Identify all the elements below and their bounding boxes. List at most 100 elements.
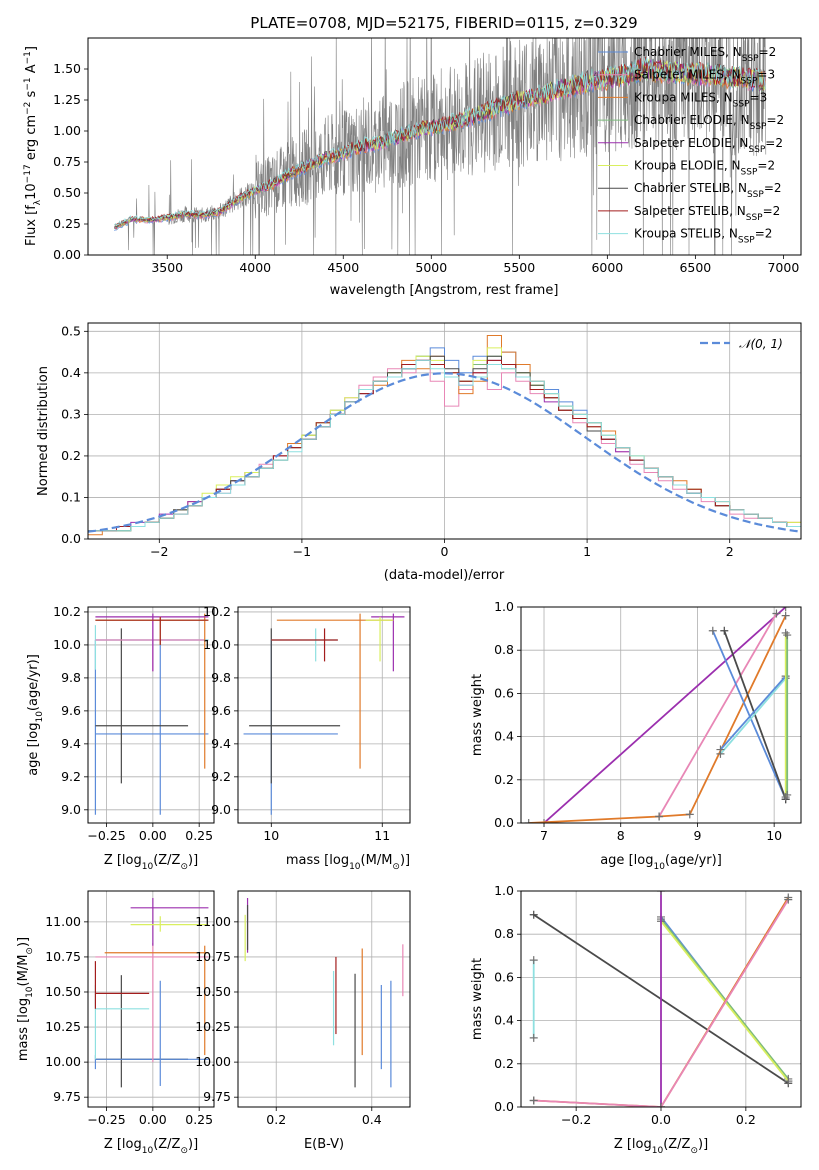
x-tick-label: 0.25 bbox=[185, 1112, 213, 1127]
panel-mass-weight-vs-age: 7 8 9 10 0.0 0.2 0.4 0.6 0.8 1.0 bbox=[494, 599, 802, 843]
legend-label-part: SSP bbox=[733, 99, 750, 109]
legend-label-part: Salpeter ELODIE, N bbox=[634, 136, 748, 150]
legend-label-part: SSP bbox=[741, 168, 758, 178]
y-tick-label: 9.2 bbox=[61, 769, 81, 784]
weight-marker bbox=[720, 626, 729, 635]
x-axis-label: E(B-V) bbox=[304, 1137, 344, 1152]
x-axis-label-part: ⊙ bbox=[180, 1146, 188, 1156]
y-axis-label-part: −2 bbox=[23, 102, 33, 115]
y-tick-label: 0.6 bbox=[494, 969, 514, 984]
y-axis-label: mass weight bbox=[470, 674, 485, 756]
axes-frame bbox=[87, 890, 215, 1108]
panel-age-vs-Z: −0.25 0.00 0.25 9.0 9.2 9.4 9.6 9.8 10.0 10.2 bbox=[53, 604, 215, 843]
axes-frame bbox=[87, 322, 802, 540]
weight-marker bbox=[655, 812, 664, 821]
y-tick-label: 0.3 bbox=[61, 406, 81, 421]
x-axis-label-part: mass [log bbox=[286, 853, 349, 868]
weight-lines bbox=[529, 891, 793, 1107]
weight-line-2 bbox=[660, 918, 790, 1080]
legend-label-part: SSP bbox=[750, 122, 767, 132]
weight-marker bbox=[783, 631, 792, 640]
y-tick-label: 9.75 bbox=[203, 1089, 231, 1104]
x-tick-label: 10 bbox=[766, 828, 782, 843]
errorbar-point bbox=[271, 628, 338, 662]
x-tick-label: 11 bbox=[374, 828, 390, 843]
legend-label-part: Kroupa MILES, N bbox=[634, 90, 733, 104]
panel-mass-vs-ebv: 0.2 0.4 9.75 10.00 10.25 10.50 10.75 11.00 bbox=[195, 890, 411, 1127]
legend-label-part: =2 bbox=[766, 113, 784, 127]
legend-label: Kroupa MILES, NSSP=3 bbox=[634, 90, 767, 109]
errorbar-point bbox=[95, 980, 209, 1086]
weight-line-2 bbox=[528, 615, 787, 823]
weight-line-6 bbox=[719, 675, 787, 751]
y-tick-label: 1.00 bbox=[53, 123, 81, 138]
y-axis-label-part: −17 bbox=[23, 164, 33, 183]
errorbar-point bbox=[130, 898, 209, 946]
x-axis-label-part: )] bbox=[400, 853, 410, 868]
legend-label-part: Salpeter MILES, N bbox=[634, 68, 741, 82]
errorbar-point bbox=[371, 613, 405, 672]
x-axis-label-part: )] bbox=[188, 853, 198, 868]
x-axis-label-part: (age/yr)] bbox=[665, 853, 722, 868]
y-tick-label: 9.0 bbox=[61, 802, 81, 817]
x-tick-label: 0.00 bbox=[139, 828, 167, 843]
axes-frame bbox=[520, 890, 802, 1108]
y-axis-label-part: 10 bbox=[25, 986, 35, 998]
x-tick-label: 4000 bbox=[239, 260, 271, 275]
legend-label-part: =2 bbox=[764, 181, 782, 195]
errorbar-point bbox=[95, 613, 207, 769]
y-axis-label-part: (age/yr)] bbox=[26, 654, 41, 711]
x-tick-label: 3500 bbox=[151, 260, 183, 275]
legend-label-part: SSP bbox=[746, 213, 763, 223]
weight-marker bbox=[708, 626, 717, 635]
legend-label-part: Salpeter STELIB, N bbox=[634, 204, 746, 218]
errorbar-point bbox=[249, 628, 341, 784]
x-axis-label: Z [log10(Z/Z⊙)] bbox=[104, 853, 198, 872]
x-axis-label-part: )] bbox=[188, 1137, 198, 1152]
y-tick-label: 0.8 bbox=[494, 926, 514, 941]
x-tick-label: −0.25 bbox=[87, 1112, 125, 1127]
legend-label: Salpeter STELIB, NSSP=2 bbox=[634, 204, 780, 223]
weight-marker bbox=[529, 956, 538, 965]
errorbar-point bbox=[95, 613, 209, 672]
y-axis-label-part: −1 bbox=[23, 77, 33, 90]
errorbars bbox=[244, 898, 404, 1088]
x-tick-label: 8 bbox=[617, 828, 625, 843]
weight-marker bbox=[524, 819, 533, 823]
y-tick-label: 9.4 bbox=[211, 736, 231, 751]
x-tick-label: 7 bbox=[540, 828, 548, 843]
x-axis-label-part: 10 bbox=[652, 1146, 664, 1156]
weight-marker bbox=[781, 607, 790, 611]
x-tick-label: 0.0 bbox=[651, 1112, 671, 1127]
x-axis-label-part: 10 bbox=[142, 862, 154, 872]
y-tick-label: 10.25 bbox=[45, 1019, 81, 1034]
x-axis-label-part: 10 bbox=[653, 862, 665, 872]
legend-label-part: Chabrier STELIB, N bbox=[634, 181, 747, 195]
y-axis-label-part: Flux [f bbox=[24, 205, 39, 246]
y-tick-label: 10.0 bbox=[203, 637, 231, 652]
y-tick-label: 0.25 bbox=[53, 216, 81, 231]
y-tick-label: 0.6 bbox=[494, 685, 514, 700]
legend-label: Chabrier ELODIE, NSSP=2 bbox=[634, 113, 784, 132]
x-axis-label: (data-model)/error bbox=[384, 568, 505, 583]
errorbars bbox=[94, 613, 209, 815]
weight-marker bbox=[657, 1103, 665, 1107]
weight-marker bbox=[783, 790, 792, 799]
x-tick-label: 0.2 bbox=[266, 1112, 286, 1127]
y-tick-label: 9.8 bbox=[211, 670, 231, 685]
y-axis-label-part: ⊙ bbox=[25, 947, 35, 955]
x-axis-label-part: 10 bbox=[349, 862, 361, 872]
legend-label-part: =2 bbox=[763, 204, 781, 218]
y-axis-label-part: ] bbox=[24, 46, 39, 51]
weight-lines bbox=[524, 607, 792, 823]
y-tick-label: 10.0 bbox=[53, 637, 81, 652]
x-axis-label-part: )] bbox=[698, 1137, 708, 1152]
y-tick-label: 10.00 bbox=[195, 1054, 231, 1069]
legend-label-part: Kroupa STELIB, N bbox=[634, 227, 738, 241]
y-tick-label: 0.1 bbox=[61, 489, 81, 504]
x-tick-label: 6500 bbox=[679, 260, 711, 275]
y-axis-label: mass weight bbox=[470, 958, 485, 1040]
y-axis-label-part: mass [log bbox=[16, 998, 31, 1061]
x-axis-label-part: ⊙ bbox=[392, 862, 400, 872]
x-tick-label: 0.00 bbox=[139, 1112, 167, 1127]
